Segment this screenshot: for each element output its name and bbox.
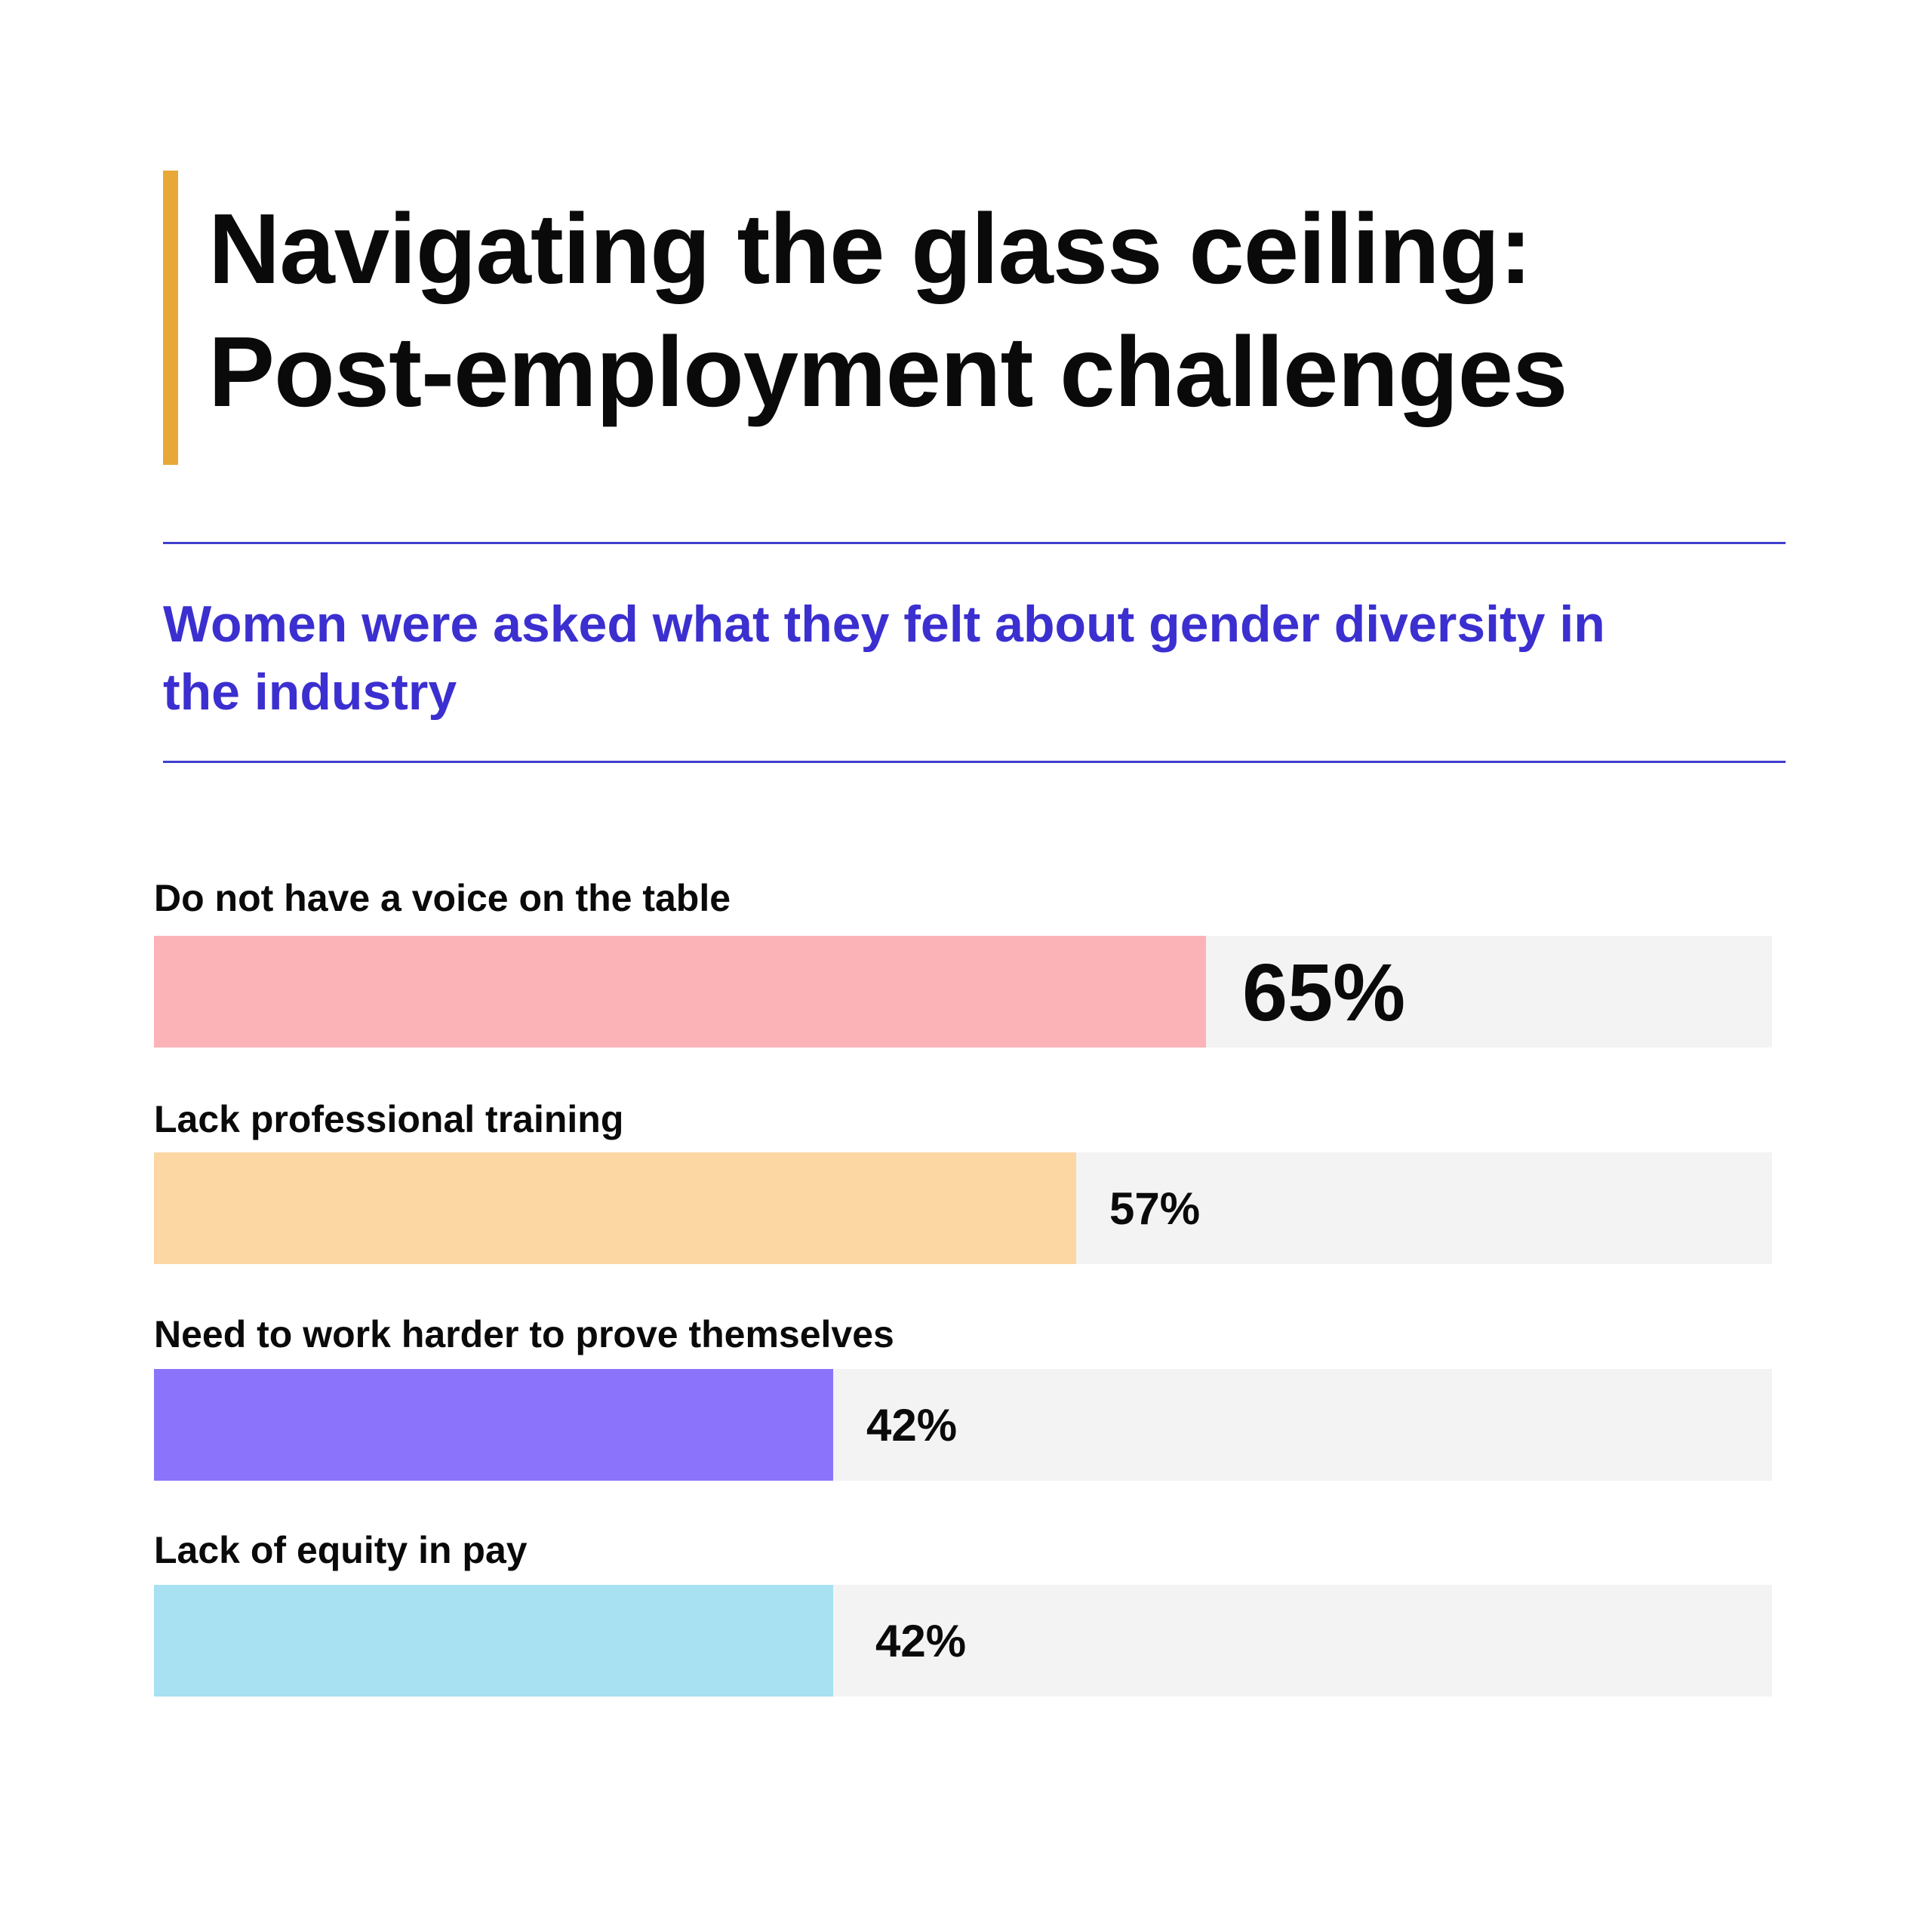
bar-track: 42% (154, 1369, 1772, 1481)
bar-track: 65% (154, 936, 1772, 1048)
bar (154, 936, 1206, 1048)
title-line-1: Navigating the glass ceiling: (208, 193, 1532, 304)
bar-value-label: 57% (1109, 1183, 1201, 1234)
bar (154, 1369, 833, 1481)
title-accent-bar (163, 171, 178, 465)
bar (154, 1152, 1076, 1264)
page-title: Navigating the glass ceiling: Post-emplo… (208, 187, 1831, 433)
bar-label: Lack professional training (154, 1098, 624, 1140)
bar-label: Lack of equity in pay (154, 1529, 528, 1571)
bar-value-label: 42% (875, 1615, 967, 1666)
bar-label: Do not have a voice on the table (154, 877, 731, 919)
bar-value-label: 65% (1242, 946, 1406, 1038)
bar (154, 1585, 833, 1697)
divider-top (163, 542, 1786, 544)
bar-value-label: 42% (866, 1399, 958, 1451)
chart-subtitle: Women were asked what they felt about ge… (163, 595, 1605, 721)
divider-bottom (163, 761, 1786, 763)
title-line-2: Post-employment challenges (208, 316, 1567, 427)
bar-track: 57% (154, 1152, 1772, 1264)
bar-track: 42% (154, 1585, 1772, 1697)
bar-label: Need to work harder to prove themselves (154, 1313, 894, 1355)
